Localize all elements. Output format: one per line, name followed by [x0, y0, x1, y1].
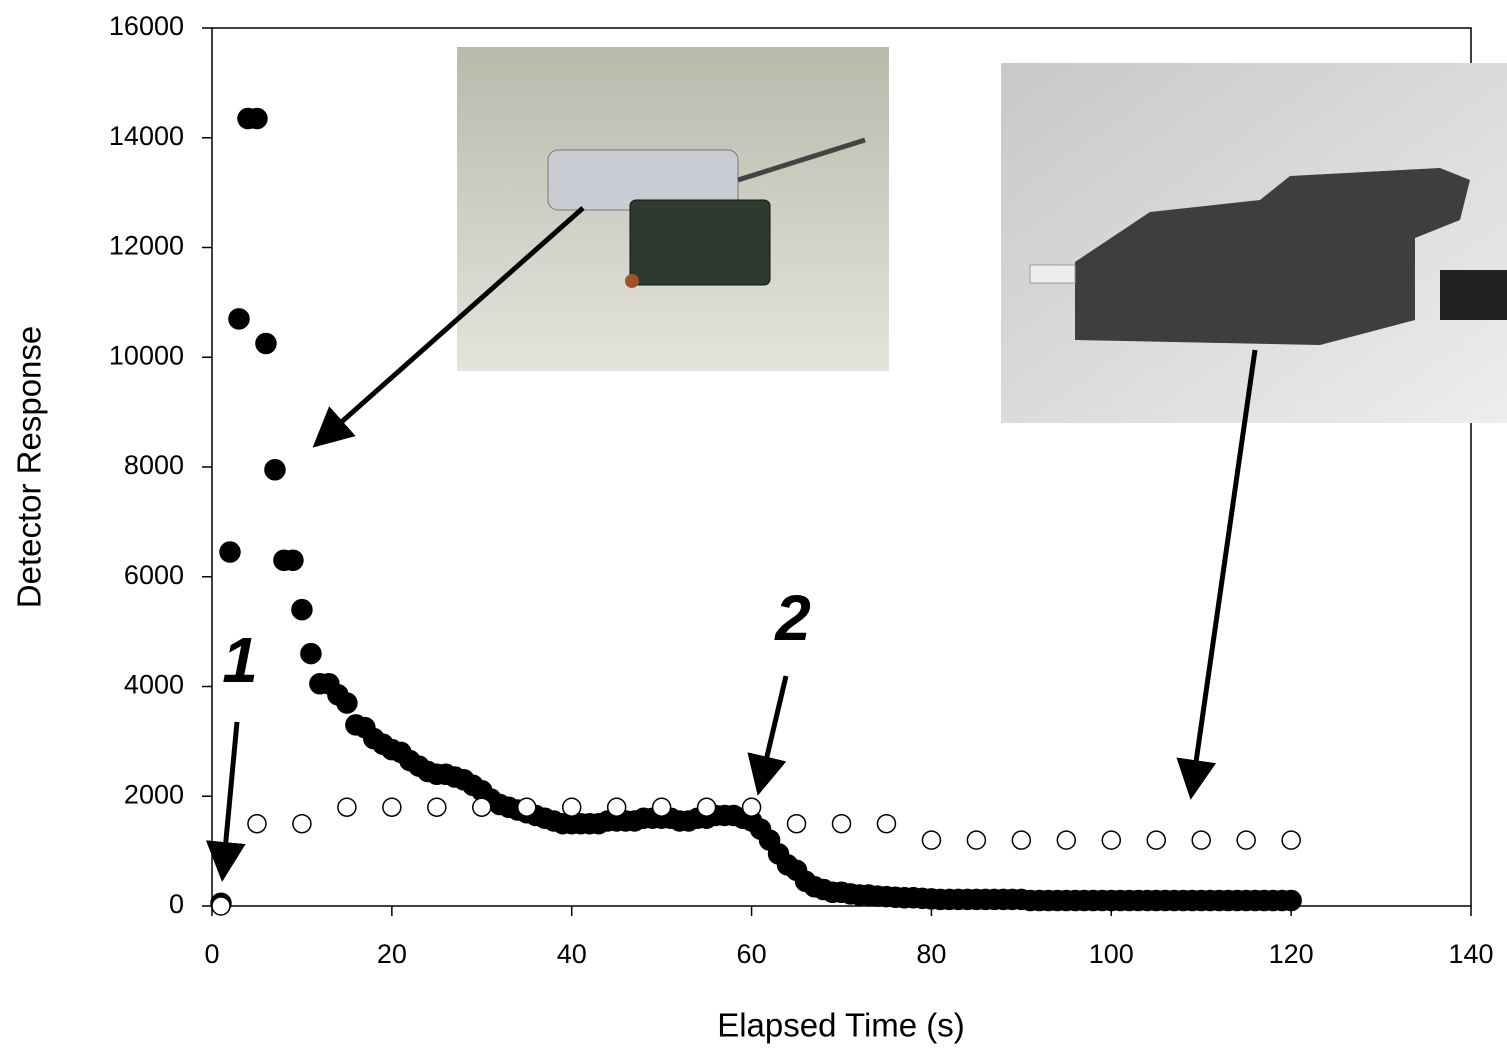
open-point [1101, 830, 1122, 850]
annotation: 1 [222, 624, 258, 696]
open-point [831, 813, 852, 834]
y-tick-label: 4000 [124, 670, 184, 700]
arrows [205, 206, 1258, 882]
open-point [1011, 830, 1032, 850]
filled-point [300, 642, 322, 665]
open-point [786, 813, 807, 834]
open-point [211, 896, 231, 916]
filled-point [219, 541, 241, 563]
open-point [247, 813, 267, 834]
open-point [427, 797, 447, 817]
plot-area: 0 2000 4000 6000 8000 10000 12000 14000 16000 0 20… [109, 11, 1494, 969]
open-point [292, 813, 312, 834]
y-tick-label: 6000 [124, 560, 184, 590]
x-tick-label: 60 [737, 939, 767, 969]
x-tick-label: 40 [557, 939, 587, 969]
x-tick-label: 20 [377, 939, 407, 969]
open-point [921, 830, 942, 850]
filled-point [264, 458, 286, 481]
open-point [741, 797, 762, 817]
open-point [606, 797, 627, 817]
filled-point [246, 107, 268, 130]
y-tick-label: 10000 [109, 340, 184, 370]
filled-point [282, 549, 304, 572]
filled-point [336, 692, 358, 714]
open-point [472, 797, 492, 817]
open-point [337, 797, 357, 817]
y-tick-label: 0 [169, 889, 184, 919]
open-point [1146, 830, 1166, 850]
y-axis-label: Detector Response [11, 326, 48, 608]
open-point [966, 830, 987, 850]
filled-point [255, 332, 277, 355]
y-tick-label: 8000 [124, 450, 184, 480]
y-tick-label: 14000 [109, 121, 184, 151]
x-tick-label: 80 [916, 939, 946, 969]
annotation: 2 [774, 582, 811, 654]
photo-cam [1001, 63, 1507, 423]
filled-point [1280, 889, 1302, 912]
x-tick-label: 120 [1269, 939, 1314, 969]
open-point [1056, 830, 1077, 850]
open-point [651, 797, 672, 817]
x-axis-label: Elapsed Time (s) [717, 1007, 965, 1044]
y-tick-label: 2000 [124, 779, 184, 809]
x-tick-label: 0 [204, 939, 219, 969]
open-point [1281, 830, 1301, 850]
filled-point [228, 308, 250, 330]
open-point [1191, 830, 1211, 850]
y-tick-label: 12000 [109, 231, 184, 261]
open-point [517, 797, 537, 817]
open-point [561, 797, 582, 817]
filled-point [291, 598, 313, 621]
x-tick-label: 140 [1448, 939, 1493, 969]
open-point [382, 797, 402, 817]
open-point [876, 813, 897, 834]
y-tick-label: 16000 [109, 11, 184, 41]
x-tick-label: 100 [1089, 939, 1134, 969]
open-point [696, 797, 717, 817]
photo-ppbrae [457, 47, 889, 371]
open-point [1236, 830, 1256, 850]
